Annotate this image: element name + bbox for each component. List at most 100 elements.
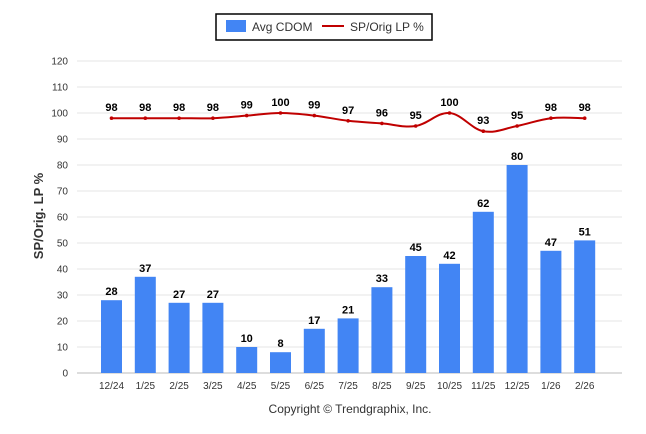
x-tick-label: 2/26 bbox=[575, 381, 595, 392]
line-point bbox=[549, 116, 553, 120]
legend: Avg CDOM SP/Orig LP % bbox=[215, 13, 433, 41]
line-point bbox=[312, 113, 317, 118]
grid-lines bbox=[77, 60, 622, 374]
bar-value-label: 45 bbox=[410, 242, 422, 254]
y-tick-label: 20 bbox=[57, 317, 69, 328]
line-value-label: 97 bbox=[342, 105, 354, 117]
bar bbox=[540, 250, 562, 373]
x-tick-label: 11/25 bbox=[471, 381, 496, 392]
x-tick-label: 1/26 bbox=[541, 381, 561, 392]
bar bbox=[303, 328, 325, 373]
y-tick-label: 100 bbox=[51, 109, 68, 120]
line-point bbox=[177, 116, 181, 120]
line-value-label: 98 bbox=[173, 102, 185, 114]
line-sp-orig-lp: 98 98 98 98 99 100 99 97 96 95 100 93 95 98 98 bbox=[105, 97, 591, 133]
bar-value-label: 10 bbox=[241, 333, 253, 345]
bar bbox=[101, 300, 122, 373]
bar bbox=[270, 352, 291, 373]
line-value-label: 98 bbox=[139, 102, 151, 114]
line-point bbox=[244, 113, 249, 118]
bar-value-label: 37 bbox=[139, 263, 151, 275]
y-tick-label: 110 bbox=[52, 83, 68, 94]
line-value-label: 99 bbox=[308, 100, 320, 112]
bar bbox=[202, 302, 224, 373]
line-point bbox=[481, 129, 486, 133]
line-value-label: 93 bbox=[477, 115, 489, 127]
line-value-label: 95 bbox=[511, 110, 523, 122]
x-tick-label: 9/25 bbox=[406, 381, 426, 392]
bar-value-label: 27 bbox=[207, 289, 219, 301]
line-point bbox=[447, 111, 452, 115]
bar-value-label: 51 bbox=[579, 226, 591, 238]
bar bbox=[134, 276, 156, 373]
bar-value-label: 27 bbox=[173, 289, 185, 301]
line-value-label: 95 bbox=[410, 110, 422, 122]
line-value-label: 98 bbox=[579, 102, 591, 114]
y-tick-label: 0 bbox=[62, 369, 68, 380]
bar-value-label: 33 bbox=[376, 273, 388, 285]
line-value-label: 98 bbox=[105, 102, 117, 114]
bar bbox=[371, 287, 393, 373]
x-tick-label: 8/25 bbox=[372, 381, 392, 392]
line-point bbox=[515, 124, 519, 128]
line-value-label: 100 bbox=[440, 97, 458, 109]
line-point bbox=[109, 116, 114, 120]
y-tick-label: 60 bbox=[57, 213, 69, 224]
bars-avg-cdom: 28 37 27 27 10 8 17 21 33 45 42 62 80 47 51 bbox=[101, 151, 596, 373]
x-tick-label: 4/25 bbox=[237, 381, 257, 392]
bar-value-label: 42 bbox=[443, 250, 455, 262]
bar-value-label: 47 bbox=[545, 237, 557, 249]
y-tick-label: 120 bbox=[51, 57, 68, 68]
bar-value-label: 17 bbox=[308, 315, 320, 327]
legend-line-label: SP/Orig LP % bbox=[350, 20, 424, 34]
line-value-label: 99 bbox=[241, 100, 253, 112]
bar-value-label: 80 bbox=[511, 151, 523, 163]
legend-bar-swatch bbox=[226, 20, 246, 32]
x-tick-label: 10/25 bbox=[437, 381, 462, 392]
bar bbox=[168, 302, 190, 373]
legend-bar-label: Avg CDOM bbox=[252, 20, 312, 34]
bar-value-label: 8 bbox=[277, 338, 283, 350]
bar bbox=[472, 211, 494, 373]
x-tick-label: 5/25 bbox=[271, 381, 291, 392]
bar-value-label: 21 bbox=[342, 304, 354, 316]
x-tick-label: 6/25 bbox=[305, 381, 325, 392]
x-tick-label: 7/25 bbox=[338, 381, 358, 392]
line-point bbox=[413, 124, 418, 128]
x-tick-label: 12/24 bbox=[99, 381, 124, 392]
line-point bbox=[278, 111, 283, 115]
y-tick-label: 30 bbox=[57, 291, 69, 302]
line-value-label: 100 bbox=[271, 97, 289, 109]
bar bbox=[337, 318, 359, 373]
y-tick-label: 40 bbox=[57, 265, 69, 276]
line-point bbox=[380, 121, 384, 126]
line-value-label: 98 bbox=[545, 102, 557, 114]
y-tick-label: 10 bbox=[57, 343, 69, 354]
x-tick-label: 3/25 bbox=[203, 381, 223, 392]
line-value-label: 98 bbox=[207, 102, 219, 114]
x-tick-label: 2/25 bbox=[169, 381, 189, 392]
bar-value-label: 62 bbox=[477, 198, 489, 210]
y-tick-label: 80 bbox=[57, 161, 69, 172]
bar bbox=[574, 240, 596, 373]
x-tick-label: 1/25 bbox=[136, 381, 156, 392]
bar-value-label: 28 bbox=[105, 286, 117, 298]
bar bbox=[236, 347, 258, 373]
x-axis-ticks: 12/24 1/25 2/25 3/25 4/25 5/25 6/25 7/25 8/25 9/2… bbox=[99, 381, 595, 392]
y-tick-label: 50 bbox=[57, 239, 69, 250]
y-tick-label: 70 bbox=[57, 187, 69, 198]
bar bbox=[405, 256, 427, 373]
line-point bbox=[143, 116, 148, 120]
line-value-label: 96 bbox=[376, 107, 388, 119]
line-point bbox=[211, 116, 215, 120]
y-axis-ticks: 0 10 20 30 40 50 60 70 80 90 100 110 120 bbox=[51, 57, 68, 380]
bar bbox=[439, 263, 460, 373]
line-point bbox=[582, 116, 587, 120]
y-axis-label: SP/Orig. LP % bbox=[31, 172, 46, 259]
line-point bbox=[346, 119, 350, 123]
y-tick-label: 90 bbox=[57, 135, 69, 146]
x-tick-label: 12/25 bbox=[505, 381, 530, 392]
bar bbox=[506, 165, 528, 373]
copyright: Copyright © Trendgraphix, Inc. bbox=[269, 402, 432, 416]
